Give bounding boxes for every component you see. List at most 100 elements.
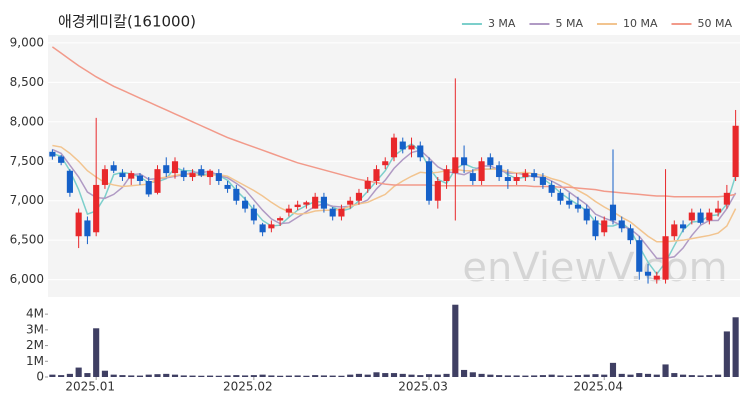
y-tick-label: 7,500	[10, 154, 44, 168]
y-tick-label: 0	[36, 370, 44, 384]
volume-bar	[522, 375, 529, 377]
candle-body	[434, 180, 441, 201]
candle-body	[715, 208, 722, 213]
candle-body	[487, 157, 494, 166]
candle-body	[180, 170, 187, 178]
volume-bar	[145, 374, 152, 377]
candle-body	[513, 177, 520, 181]
volume-bar	[66, 373, 73, 377]
volume-bar	[531, 375, 538, 377]
volume-bar	[119, 375, 126, 377]
candle-body	[461, 157, 468, 166]
volume-bar	[644, 373, 652, 377]
x-tick-label: 2025.02	[223, 380, 273, 394]
y-tick-label: 8,500	[10, 75, 44, 89]
volume-bar	[723, 331, 730, 377]
candle-body	[224, 184, 231, 189]
candle-body	[84, 220, 91, 237]
legend-label: 10 MA	[623, 17, 658, 30]
volume-bar	[636, 373, 643, 377]
candle-body	[101, 169, 109, 185]
volume-bar	[198, 375, 205, 377]
candle-body	[128, 173, 135, 179]
volume-bar	[49, 374, 56, 377]
candle-body	[653, 275, 660, 280]
candle-body	[110, 165, 117, 171]
candle-body	[539, 177, 546, 185]
volume-bar	[294, 375, 301, 377]
volume-bar	[452, 304, 459, 377]
candle-body	[242, 200, 249, 209]
candle-body	[504, 177, 511, 181]
volume-bar	[171, 374, 179, 377]
volume-bar	[583, 374, 590, 377]
candle-body	[732, 125, 739, 178]
candle-body	[206, 170, 214, 178]
y-tick-label: 4M	[26, 307, 44, 321]
y-tick-label: 6,000	[10, 272, 44, 286]
candle-body	[233, 188, 240, 201]
candle-body	[496, 165, 503, 178]
candle-body	[566, 200, 573, 205]
candle-body	[688, 212, 695, 221]
volume-bar	[373, 372, 380, 377]
volume-bar	[320, 375, 327, 377]
candle-body	[469, 173, 476, 181]
candle-body	[49, 151, 56, 157]
volume-bar	[338, 375, 345, 377]
candle-body	[93, 184, 100, 233]
volume-bar	[206, 375, 214, 377]
candle-body	[609, 204, 617, 221]
candle-body	[154, 169, 161, 193]
volume-bar	[487, 374, 494, 377]
candle-body	[557, 192, 564, 201]
candle-body	[58, 156, 65, 163]
candle-body	[443, 169, 450, 181]
volume-bar	[312, 375, 319, 377]
candle-body	[355, 192, 363, 201]
candle-body	[548, 184, 555, 193]
volume-bar	[259, 374, 266, 377]
volume-bar	[110, 374, 117, 377]
candle-body	[417, 145, 424, 158]
candle-body	[697, 212, 704, 223]
legend-label: 3 MA	[488, 17, 516, 30]
volume-bar	[277, 375, 284, 377]
chart-title: 애경케미칼(161000)	[58, 13, 196, 31]
volume-bar	[688, 375, 695, 377]
volume-bar	[224, 375, 231, 377]
candle-body	[390, 137, 398, 158]
ma-line	[51, 46, 736, 198]
candle-body	[268, 224, 275, 229]
candle-body	[198, 169, 205, 176]
candle-body	[285, 208, 292, 213]
y-tick-label: 2M	[26, 338, 44, 352]
volume-bar	[268, 375, 275, 377]
volume-bar	[233, 375, 240, 377]
candle-body	[452, 157, 459, 174]
volume-bar	[671, 373, 678, 377]
candle-body	[679, 224, 687, 229]
candle-body	[601, 220, 608, 233]
candle-body	[347, 200, 354, 205]
candle-body	[583, 208, 590, 221]
x-tick-label: 2025.01	[65, 380, 115, 394]
volume-bar	[592, 374, 599, 377]
volume-panel	[48, 300, 740, 377]
y-tick-label: 6,500	[10, 233, 44, 247]
volume-bar	[601, 374, 608, 377]
volume-bar	[496, 375, 503, 377]
candle-body	[66, 170, 73, 193]
volume-bar	[285, 375, 292, 377]
candle-body	[592, 220, 599, 237]
legend-label: 50 MA	[697, 17, 732, 30]
candle-body	[329, 208, 336, 217]
volume-bar	[443, 373, 450, 377]
candle-body	[189, 173, 196, 178]
volume-bar	[250, 375, 257, 377]
volume-bar	[390, 373, 398, 377]
candle-body	[408, 145, 415, 150]
x-tick-label: 2025.04	[573, 380, 623, 394]
candle-body	[250, 208, 257, 221]
